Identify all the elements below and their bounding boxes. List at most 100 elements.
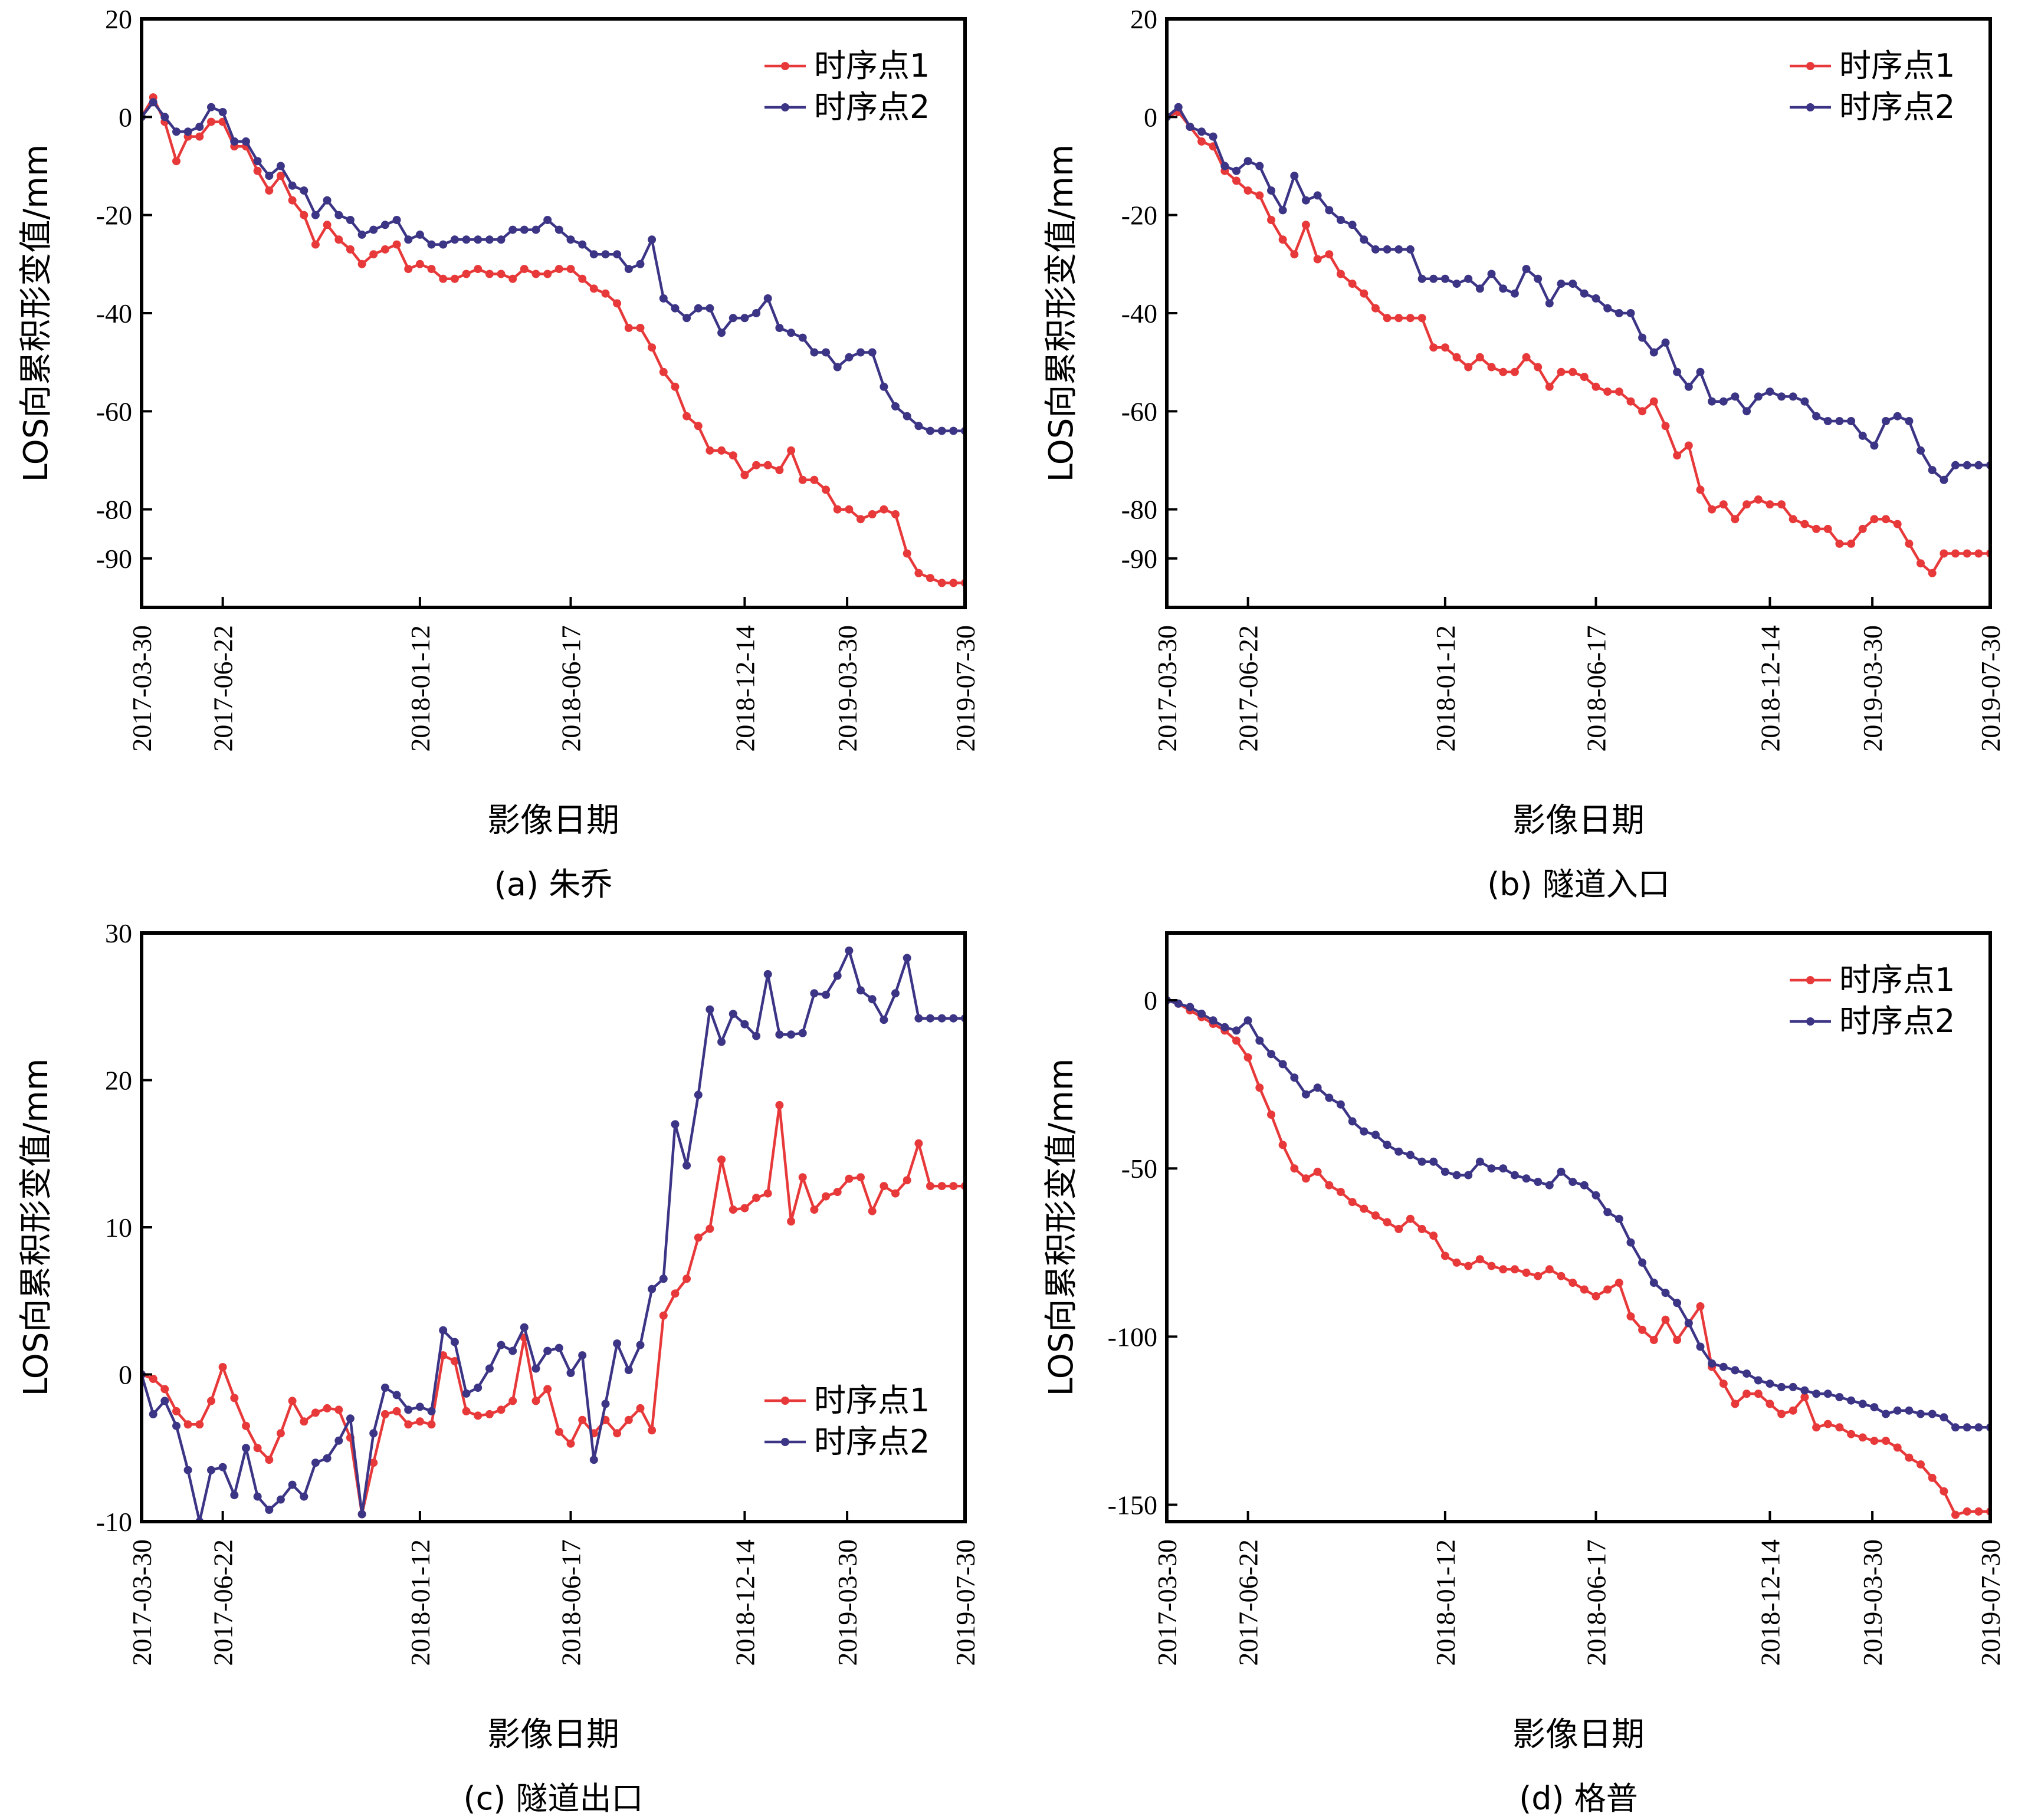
series-1-point-34 [1545,1265,1554,1274]
series-1-point-14 [288,196,297,205]
series-1-point-26 [427,1420,436,1429]
series-1-point-69 [1951,1510,1960,1519]
series-1-point-56 [1800,520,1809,528]
y-axis-title: LOS向累积形变值/mm [1042,1059,1081,1397]
series-2-point-47 [671,1120,680,1129]
series-1-point-7 [207,117,215,126]
series-2-point-67 [903,412,911,420]
series-2-point-33 [1534,1178,1543,1186]
series-2-point-26 [427,1407,436,1415]
series-1-point-25 [1440,343,1449,352]
series-1-point-3 [160,1385,169,1394]
series-1-point-46 [659,1311,668,1320]
series-2-point-9 [1255,1036,1264,1045]
series-2-point-26 [1452,1171,1461,1180]
series-2-point-44 [1661,338,1670,347]
series-2-point-13 [276,162,285,170]
legend: 时序点1 时序点2 [1790,961,1955,1040]
series-2-point-47 [1696,1342,1705,1351]
series-1-point-28 [1475,353,1484,362]
series-2-point-32 [1522,1174,1531,1183]
series-2-point-67 [1928,466,1937,475]
series-1-point-67 [1928,569,1937,577]
series-2-point-66 [1917,1410,1925,1418]
series-2-point-39 [578,1351,587,1360]
x-tick-label: 2017-06-22 [1233,625,1264,752]
series-2-point-11 [253,1492,262,1501]
series-2-point-41 [1626,309,1635,317]
series-2-point-8 [1243,1016,1252,1025]
series-2-point-65 [880,382,888,391]
series-1-point-30 [1499,1265,1508,1274]
series-2-point-2 [149,1410,157,1418]
series-1-point-66 [1917,559,1925,568]
series-2-point-17 [1348,221,1357,229]
series-1-point-52 [728,1205,737,1214]
series-1-point-21 [369,250,378,259]
series-2-point-15 [1325,206,1334,215]
series-2-point-17 [323,1454,332,1463]
y-tick-label: -20 [1121,201,1157,231]
series-1-point-12 [265,1456,274,1464]
y-tick-label: 20 [105,1066,132,1096]
y-axis-title: LOS向累积形变值/mm [1042,144,1081,482]
chart-panel-2: 20 0 -20 -40 -60 -80 -90 2017-03-30 2017-06-22 20… [1042,4,2006,903]
series-1-point-27 [1464,363,1473,372]
y-axis-title: LOS向累积形变值/mm [17,144,55,482]
series-2-point-2 [149,98,157,107]
series-2-point-71 [1974,1423,1983,1432]
series-1-point-50 [1731,515,1740,524]
x-axis-title: 影像日期 [487,801,619,840]
series-1-point-61 [1858,524,1867,533]
series-2-point-2 [1174,999,1183,1008]
series-2-point-16 [1336,216,1345,224]
legend-label-1: 时序点1 [814,47,930,84]
x-tick-label: 2017-03-30 [127,1539,157,1666]
series-2-point-25 [415,1402,424,1411]
series-1-point-44 [636,1404,645,1412]
series-1-point-63 [857,515,865,524]
series-line-2 [1167,998,1990,1429]
series-1-point-25 [1440,1251,1449,1260]
series-1-point-33 [1534,363,1543,372]
y-tick-label: -20 [96,201,132,231]
series-1-point-31 [1510,367,1519,376]
x-tick-label: 2018-06-17 [556,625,586,752]
series-1-point-26 [427,265,436,274]
series-2-point-67 [1928,1410,1937,1418]
series-2-point-38 [566,1369,575,1377]
series-2-point-64 [1893,1406,1902,1415]
series-2-point-70 [1963,461,1971,469]
series-2-point-29 [462,1389,471,1398]
series-1-point-63 [1882,515,1890,524]
series-1-point-11 [253,166,262,175]
series-1-point-4 [172,157,181,166]
series-1-point-24 [1429,1231,1438,1240]
series-line-2 [142,101,965,432]
series-1-point-47 [1696,1302,1705,1310]
series-1-point-38 [566,1439,575,1448]
series-2-point-50 [705,1005,714,1014]
series-1-point-13 [276,1429,285,1438]
series-1-point-36 [1568,1279,1577,1287]
series-1-point-17 [323,1404,332,1412]
series-1-point-34 [520,265,529,274]
series-2-point-50 [1731,392,1740,401]
series-2-point-70 [1963,1423,1971,1432]
series-1-point-41 [601,289,610,298]
series-1-point-64 [868,1207,877,1215]
series-2-point-46 [659,294,668,303]
series-1-point-30 [1499,367,1508,376]
series-1-point-70 [937,579,946,587]
series-2-point-53 [1766,1379,1774,1388]
series-2-point-40 [1614,309,1623,317]
series-2-point-52 [728,1010,737,1019]
x-tick-label: 2018-01-12 [1430,1539,1461,1666]
series-1-point-20 [1383,1218,1392,1227]
series-1-point-15 [300,1417,309,1426]
series-2-point-70 [937,1014,946,1023]
series-2-point-62 [845,946,854,955]
series-1-point-69 [1951,549,1960,558]
series-2-point-50 [705,304,714,313]
series-1-point-27 [1464,1261,1473,1270]
